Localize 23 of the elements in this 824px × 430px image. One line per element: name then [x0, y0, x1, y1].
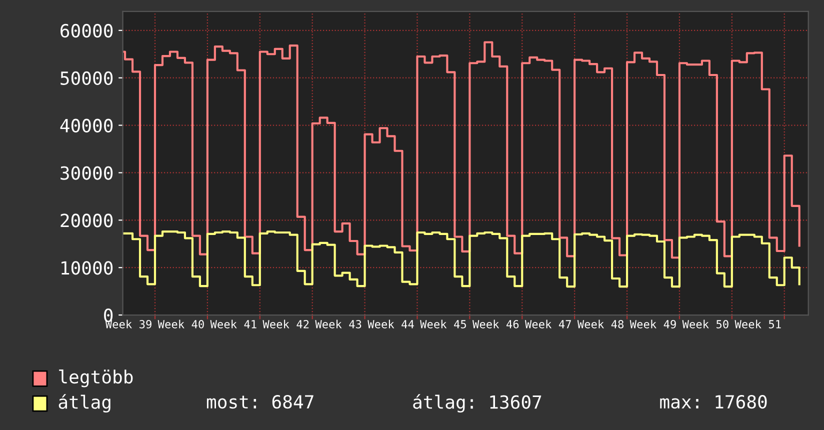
x-tick-label: Week 46 — [472, 320, 519, 328]
y-tick-label: 60000 — [60, 24, 113, 38]
y-tick-label: 10000 — [62, 261, 113, 275]
y-tick-label: 30000 — [60, 166, 113, 180]
x-tick-label: Week 42 — [262, 320, 309, 328]
x-tick-label: Week 51 — [734, 320, 781, 328]
y-tick-label: 20000 — [60, 214, 113, 228]
legend-label: legtöbb — [59, 370, 133, 388]
text: átlag: 13607 — [413, 394, 542, 412]
x-tick-label: Week 41 — [210, 320, 256, 328]
x-tick-label: Week 50 — [682, 320, 728, 328]
text: max: 17680 — [660, 394, 767, 409]
y-tick-label: 40000 — [60, 118, 113, 132]
x-tick-label: Week 47 — [524, 320, 571, 328]
legend-label: átlag — [58, 394, 110, 412]
x-tick-label: Week 49 — [630, 320, 676, 328]
text: most: 6847 — [206, 394, 314, 409]
x-tick-label: Week 43 — [315, 320, 362, 328]
x-tick-label: Week 45 — [420, 320, 466, 328]
x-tick-label: Week 48 — [577, 320, 624, 328]
x-tick-label: Week 40 — [158, 320, 204, 328]
x-tick-label: Week 44 — [368, 320, 414, 328]
y-tick-label: 50000 — [60, 71, 113, 86]
